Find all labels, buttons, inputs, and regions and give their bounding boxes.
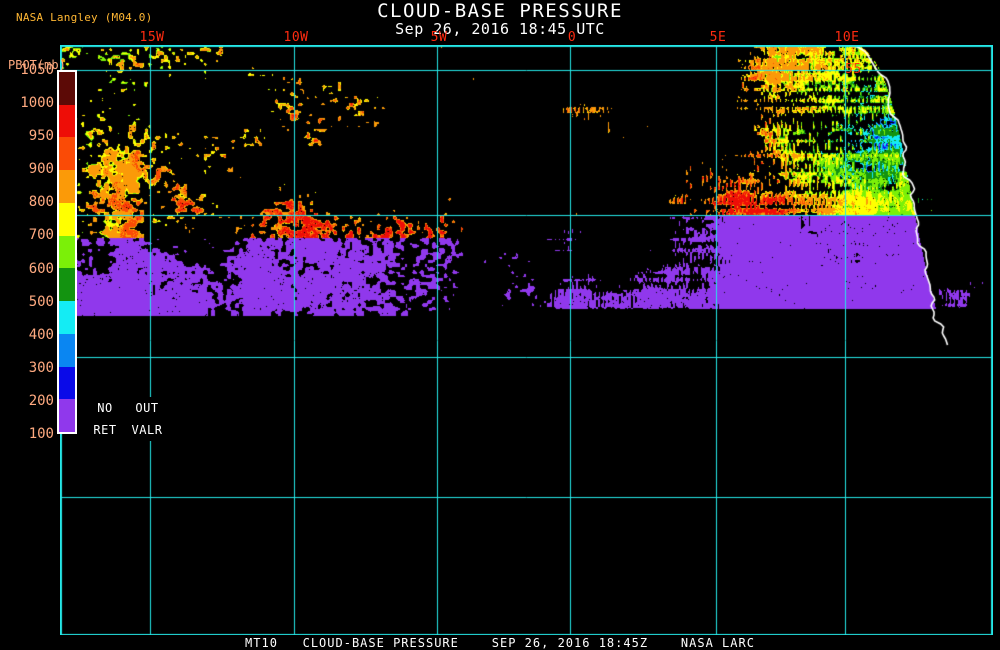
out-valr-label-top: OUT (135, 401, 159, 415)
colorbar-tick-1000: 1000 (20, 95, 54, 112)
colorbar-tick-300: 300 (28, 359, 54, 376)
no-ret-label-bottom: RET (93, 423, 117, 437)
cloud-base-pressure-map (60, 45, 993, 636)
lon-tick-10E: 10E (834, 30, 860, 45)
colorbar-bands (59, 72, 75, 433)
colorbar-band-7 (59, 301, 75, 334)
out-valr-label-bottom: VALR (131, 423, 163, 437)
colorbar-band-6 (59, 268, 75, 302)
lon-tick-5E: 5E (709, 30, 727, 45)
colorbar-band-10 (59, 399, 75, 433)
colorbar-tick-500: 500 (28, 293, 54, 310)
lat-tick-55: 55 (845, 62, 862, 77)
lon-tick-0: 0 (567, 30, 577, 45)
colorbar-tick-700: 700 (28, 227, 54, 244)
colorbar-tick-400: 400 (28, 326, 54, 343)
colorbar-band-1 (59, 104, 75, 138)
footer-caption: MT10 CLOUD-BASE PRESSURE SEP 26, 2016 18… (0, 635, 1000, 650)
colorbar-band-9 (59, 366, 75, 400)
colorbar-tick-200: 200 (28, 392, 54, 409)
colorbar-band-0 (59, 72, 75, 105)
colorbar-tick-1050: 1050 (20, 62, 54, 78)
lon-tick-10W: 10W (283, 30, 309, 45)
colorbar-band-5 (59, 235, 75, 269)
no-retrieval-legend: NO OUT RET VALR (84, 397, 168, 441)
colorbar-tick-950: 950 (28, 128, 54, 145)
agency-tag: NASA Langley (M04.0) (16, 11, 153, 24)
colorbar-band-3 (59, 170, 75, 203)
colorbar-title: PBOT(mb) (8, 58, 66, 72)
colorbar-tick-labels: 1050 1000 950 900 800 700 600 500 400 300 200 100 (0, 0, 54, 650)
colorbar-tick-900: 900 (28, 161, 54, 178)
colorbar-band-8 (59, 333, 75, 367)
lon-tick-15W: 15W (139, 30, 165, 45)
colorbar-tick-100: 100 (28, 426, 54, 442)
colorbar-tick-800: 800 (28, 194, 54, 211)
no-ret-label-top: NO (97, 401, 113, 415)
colorbar-tick-600: 600 (28, 260, 54, 277)
lon-tick-5W: 5W (430, 30, 448, 45)
colorbar (57, 70, 77, 434)
colorbar-band-4 (59, 202, 75, 236)
colorbar-band-2 (59, 137, 75, 171)
